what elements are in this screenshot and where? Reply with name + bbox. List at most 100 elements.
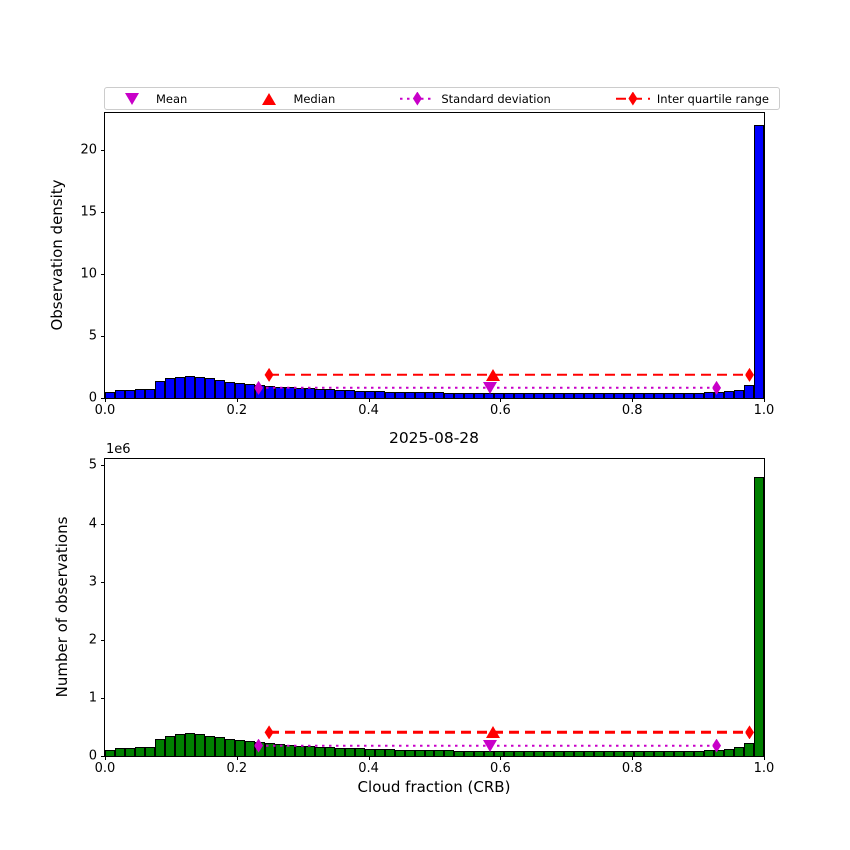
y-tick-label: 5 (88, 457, 97, 473)
hist-bar (424, 392, 435, 398)
x-tick (368, 398, 370, 402)
y-tick-label: 5 (88, 328, 97, 344)
x-axis-label: Cloud fraction (CRB) (357, 778, 511, 796)
y-tick (101, 523, 105, 525)
std-marker-icon (400, 91, 435, 106)
hist-bar (754, 477, 764, 756)
hist-bar (124, 748, 135, 756)
hist-bar (114, 390, 125, 398)
subplot-title-date: 2025-08-28 (388, 429, 480, 447)
hist-bar (404, 749, 415, 756)
hist-bar (494, 392, 505, 398)
x-tick (105, 756, 106, 760)
iqr-line (269, 731, 750, 734)
hist-bar (664, 751, 675, 756)
hist-bar (264, 385, 275, 398)
hist-bar (144, 746, 155, 756)
axes-number-of-observations: 0.0 0.2 0.4 0.6 0.8 1.0 0 1 2 3 4 5 (89, 458, 774, 775)
y-tick-label: 10 (80, 266, 97, 282)
hist-bar (154, 738, 165, 756)
hist-bar (714, 391, 725, 398)
hist-bar (304, 746, 315, 756)
hist-bar (105, 750, 115, 756)
hist-bar (224, 739, 235, 756)
x-tick-label: 0.4 (358, 761, 379, 776)
legend-label-iqr: Inter quartile range (656, 91, 769, 106)
hist-bar (734, 389, 745, 398)
hist-bar (464, 750, 475, 756)
hist-bar (514, 392, 525, 398)
hist-bar (124, 390, 135, 398)
hist-bar (384, 749, 395, 756)
hist-bar (464, 392, 475, 398)
hist-bar (414, 750, 425, 756)
hist-bar (684, 750, 695, 756)
hist-bar (714, 749, 725, 756)
hist-bar (624, 393, 635, 398)
hist-bar (164, 735, 175, 756)
x-tick (500, 756, 502, 760)
hist-bar (424, 750, 435, 756)
hist-bar (434, 750, 445, 756)
hist-bar (674, 393, 685, 398)
x-tick-label: 0.8 (621, 761, 643, 776)
legend-label-std: Standard deviation (441, 91, 551, 106)
hist-bar (454, 750, 465, 756)
legend: Mean Median Standard deviation Inter qua… (104, 87, 780, 110)
hist-bar (624, 751, 635, 756)
y-axis-offset-label: 1e6 (106, 442, 131, 457)
std-diamond-icon (712, 380, 722, 395)
std-diamond-icon (254, 380, 264, 395)
iqr-marker-icon (615, 91, 650, 106)
x-tick (368, 756, 370, 760)
hist-bar (164, 378, 175, 398)
hist-bar (394, 391, 405, 398)
hist-bar (734, 747, 745, 756)
y-tick-label: 4 (88, 516, 97, 531)
std-diamond-icon (254, 738, 264, 753)
legend-item-std: Standard deviation (400, 91, 551, 106)
y-tick-label: 0 (88, 748, 97, 764)
median-marker-icon (486, 726, 501, 739)
triangle-down-icon (125, 92, 139, 105)
y-tick (101, 273, 105, 275)
legend-label-median: Median (293, 91, 336, 106)
hist-bar (354, 390, 365, 398)
hist-bar (344, 748, 355, 756)
y-tick (101, 335, 105, 337)
hist-bar (384, 391, 395, 398)
hist-bar (194, 376, 205, 398)
y-tick-label: 0 (88, 390, 97, 406)
y-tick (101, 465, 105, 467)
x-tick-label: 0.0 (94, 403, 116, 418)
x-tick-label: 0.2 (226, 403, 248, 418)
x-tick (632, 398, 634, 402)
hist-bar (304, 388, 315, 398)
hist-bar (374, 749, 385, 756)
hist-bar (474, 750, 485, 756)
hist-bar (174, 734, 185, 756)
hist-bar (354, 748, 365, 756)
iqr-diamond-icon (264, 725, 274, 740)
legend-label-mean: Mean (156, 91, 188, 106)
diamond-icon (628, 91, 638, 106)
y-tick (101, 398, 105, 399)
iqr-diamond-icon (264, 367, 274, 382)
hist-bar (634, 751, 645, 756)
mean-marker-icon (482, 381, 497, 394)
diamond-icon (412, 91, 422, 106)
legend-item-iqr: Inter quartile range (615, 91, 769, 106)
x-tick (764, 756, 765, 760)
hist-bar (694, 392, 705, 398)
hist-bar (504, 392, 515, 398)
hist-bar (544, 750, 555, 756)
hist-bar (674, 750, 685, 756)
y-tick (101, 211, 105, 213)
hist-bar (694, 750, 705, 756)
hist-bar (584, 393, 595, 398)
hist-bar (234, 740, 245, 756)
hist-bar (744, 385, 754, 398)
hist-bar (564, 393, 575, 398)
y-tick (101, 639, 105, 641)
